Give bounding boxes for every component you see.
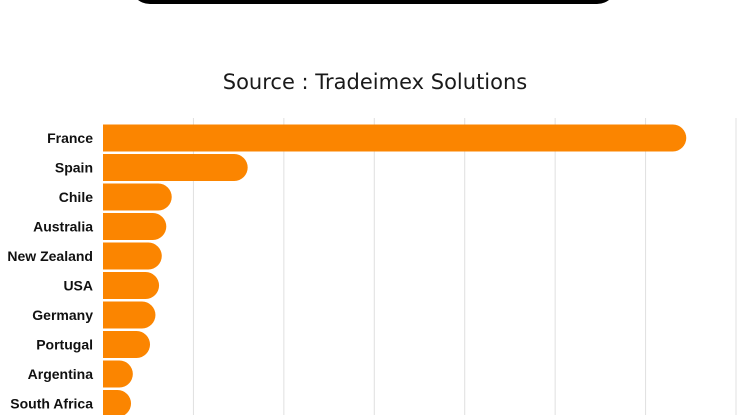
top-bar bbox=[130, 0, 617, 4]
grid-lines bbox=[192, 118, 737, 415]
bar-germany bbox=[103, 301, 156, 329]
bar-france bbox=[103, 124, 687, 152]
category-label: Chile bbox=[59, 189, 93, 205]
category-label: South Africa bbox=[10, 396, 93, 412]
category-label: Germany bbox=[32, 307, 93, 323]
bars bbox=[103, 124, 687, 415]
category-label: Australia bbox=[33, 219, 93, 235]
category-label: Spain bbox=[55, 160, 93, 176]
category-label: Portugal bbox=[36, 337, 93, 353]
bar-spain bbox=[103, 154, 248, 181]
bar-south-africa bbox=[103, 390, 132, 415]
category-labels: France Spain Chile Australia New Zealand USA G… bbox=[7, 130, 93, 412]
bar-portugal bbox=[103, 331, 151, 358]
chart-subtitle: Source : Tradeimex Solutions bbox=[222, 70, 528, 94]
category-label: Argentina bbox=[28, 366, 94, 382]
bar-australia bbox=[103, 213, 167, 241]
bar-usa bbox=[103, 272, 160, 299]
category-label: New Zealand bbox=[7, 248, 93, 264]
bar-argentina bbox=[103, 360, 133, 388]
category-label: USA bbox=[63, 278, 93, 294]
category-label: France bbox=[47, 130, 93, 146]
bar-chile bbox=[103, 183, 172, 211]
bar-new-zealand bbox=[103, 242, 162, 270]
